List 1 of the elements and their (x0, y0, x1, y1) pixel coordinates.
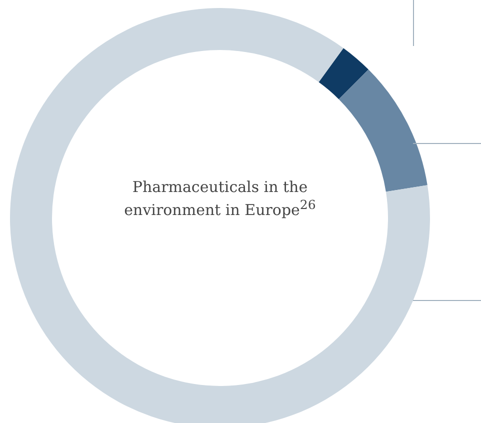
text: Pharmaceuticals in the environment in Europe$^{26}$ (123, 178, 317, 219)
